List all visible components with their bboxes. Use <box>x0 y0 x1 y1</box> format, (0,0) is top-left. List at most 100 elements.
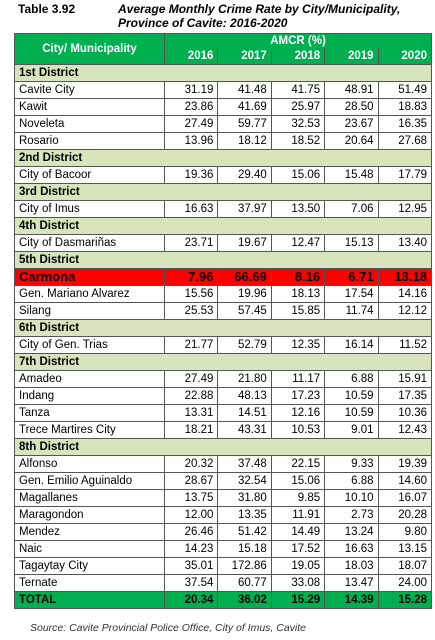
district-label: 2nd District <box>14 149 432 167</box>
cell-value: 22.15 <box>270 455 326 473</box>
cell-value: 23.71 <box>163 234 219 252</box>
row-label: Mendez <box>14 523 165 541</box>
cell-value: 17.23 <box>270 387 326 405</box>
row-label: Tagaytay City <box>14 557 165 575</box>
cell-value: 17.52 <box>270 540 326 558</box>
cell-value: 23.67 <box>324 115 379 133</box>
data-row: Tagaytay City 35.01 172.86 19.05 18.03 18.07 <box>14 557 433 575</box>
cell-value: 12.95 <box>377 200 433 218</box>
cell-value: 18.21 <box>163 421 219 439</box>
cell-value: 9.33 <box>324 455 379 473</box>
cell-value: 13.24 <box>324 523 379 541</box>
cell-value: 32.54 <box>217 472 272 490</box>
cell-value: 19.67 <box>217 234 272 252</box>
cell-value: 28.67 <box>163 472 219 490</box>
year-header: 2020 <box>377 48 433 65</box>
row-label: Amadeo <box>14 370 165 388</box>
year-header: 2016 <box>163 48 219 65</box>
cell-value: 9.01 <box>324 421 379 439</box>
cell-value: 37.54 <box>163 574 219 592</box>
cell-value: 41.69 <box>217 98 272 116</box>
district-label: 5th District <box>14 251 432 269</box>
data-row: Carmona 7.96 66.69 8.16 6.71 13.18 <box>14 268 433 286</box>
cell-value: 21.80 <box>217 370 272 388</box>
district-label: 8th District <box>14 438 432 456</box>
district-row: 5th District <box>14 251 432 269</box>
total-value: 15.29 <box>270 591 326 609</box>
cell-value: 11.91 <box>270 506 326 524</box>
cell-value: 14.60 <box>377 472 433 490</box>
data-row: Maragondon 12.00 13.35 11.91 2.73 20.28 <box>14 506 433 524</box>
row-label: Gen. Emilio Aguinaldo <box>14 472 165 490</box>
cell-value: 20.64 <box>324 132 379 150</box>
cell-value: 18.03 <box>324 557 379 575</box>
cell-value: 15.91 <box>377 370 433 388</box>
cell-value: 14.16 <box>377 285 433 303</box>
cell-value: 12.12 <box>377 302 433 320</box>
data-row: Cavite City 31.19 41.48 41.75 48.91 51.49 <box>14 81 433 99</box>
cell-value: 31.80 <box>217 489 272 507</box>
cell-value: 15.18 <box>217 540 272 558</box>
cell-value: 7.06 <box>324 200 379 218</box>
cell-value: 20.32 <box>163 455 219 473</box>
data-row: City of Gen. Trias 21.77 52.79 12.35 16.14 11… <box>14 336 433 354</box>
cell-value: 37.97 <box>217 200 272 218</box>
data-row: Trece Martires City 18.21 43.31 10.53 9.01 12… <box>14 421 433 439</box>
cell-value: 11.74 <box>324 302 379 320</box>
table-number: Table 3.92 <box>18 2 76 16</box>
cell-value: 27.68 <box>377 132 433 150</box>
cell-value: 32.53 <box>270 115 326 133</box>
year-header: 2019 <box>324 48 379 65</box>
cell-value: 13.15 <box>377 540 433 558</box>
cell-value: 57.45 <box>217 302 272 320</box>
cell-value: 16.63 <box>324 540 379 558</box>
cell-value: 21.77 <box>163 336 219 354</box>
cell-value: 41.48 <box>217 81 272 99</box>
total-value: 14.39 <box>324 591 379 609</box>
district-label: 3rd District <box>14 183 432 201</box>
cell-value: 35.01 <box>163 557 219 575</box>
table-title: Average Monthly Crime Rate by City/Munic… <box>118 2 401 30</box>
cell-value: 9.80 <box>377 523 433 541</box>
cell-value: 6.88 <box>324 472 379 490</box>
cell-value: 24.00 <box>377 574 433 592</box>
year-row: 2016 2017 2018 2019 2020 <box>15 48 433 65</box>
cell-value: 16.07 <box>377 489 433 507</box>
cell-value: 15.56 <box>163 285 219 303</box>
district-row: 3rd District <box>14 183 432 201</box>
cell-value: 14.23 <box>163 540 219 558</box>
data-row: Alfonso 20.32 37.48 22.15 9.33 19.39 <box>14 455 433 473</box>
cell-value: 10.53 <box>270 421 326 439</box>
cell-value: 27.49 <box>163 370 219 388</box>
row-label: Tanza <box>14 404 165 422</box>
cell-value: 43.31 <box>217 421 272 439</box>
cell-value: 20.28 <box>377 506 433 524</box>
cell-value: 48.13 <box>217 387 272 405</box>
cell-value: 13.50 <box>270 200 326 218</box>
crime-table: City/ Municipality AMCR (%) 2016 2017 2018… <box>14 33 433 609</box>
data-row: Naic 14.23 15.18 17.52 16.63 13.15 <box>14 540 433 558</box>
cell-value: 60.77 <box>217 574 272 592</box>
district-label: 6th District <box>14 319 432 337</box>
cell-value: 12.47 <box>270 234 326 252</box>
cell-value: 18.52 <box>270 132 326 150</box>
total-value: 15.28 <box>377 591 433 609</box>
district-label: 1st District <box>14 64 432 82</box>
cell-value: 15.06 <box>270 166 326 184</box>
total-label: TOTAL <box>14 591 165 609</box>
data-row: Gen. Mariano Alvarez 15.56 19.96 18.13 17.54… <box>14 285 433 303</box>
cell-value: 12.35 <box>270 336 326 354</box>
row-label: Maragondon <box>14 506 165 524</box>
table-header: City/ Municipality AMCR (%) 2016 2017 2018… <box>14 33 433 65</box>
data-row: Mendez 26.46 51.42 14.49 13.24 9.80 <box>14 523 433 541</box>
cell-value: 25.53 <box>163 302 219 320</box>
row-label: Magallanes <box>14 489 165 507</box>
cell-value: 13.75 <box>163 489 219 507</box>
cell-value: 6.71 <box>324 268 379 286</box>
row-label: Cavite City <box>14 81 165 99</box>
row-label: City of Dasmariñas <box>14 234 165 252</box>
cell-value: 11.17 <box>270 370 326 388</box>
cell-value: 22.88 <box>163 387 219 405</box>
cell-value: 15.06 <box>270 472 326 490</box>
